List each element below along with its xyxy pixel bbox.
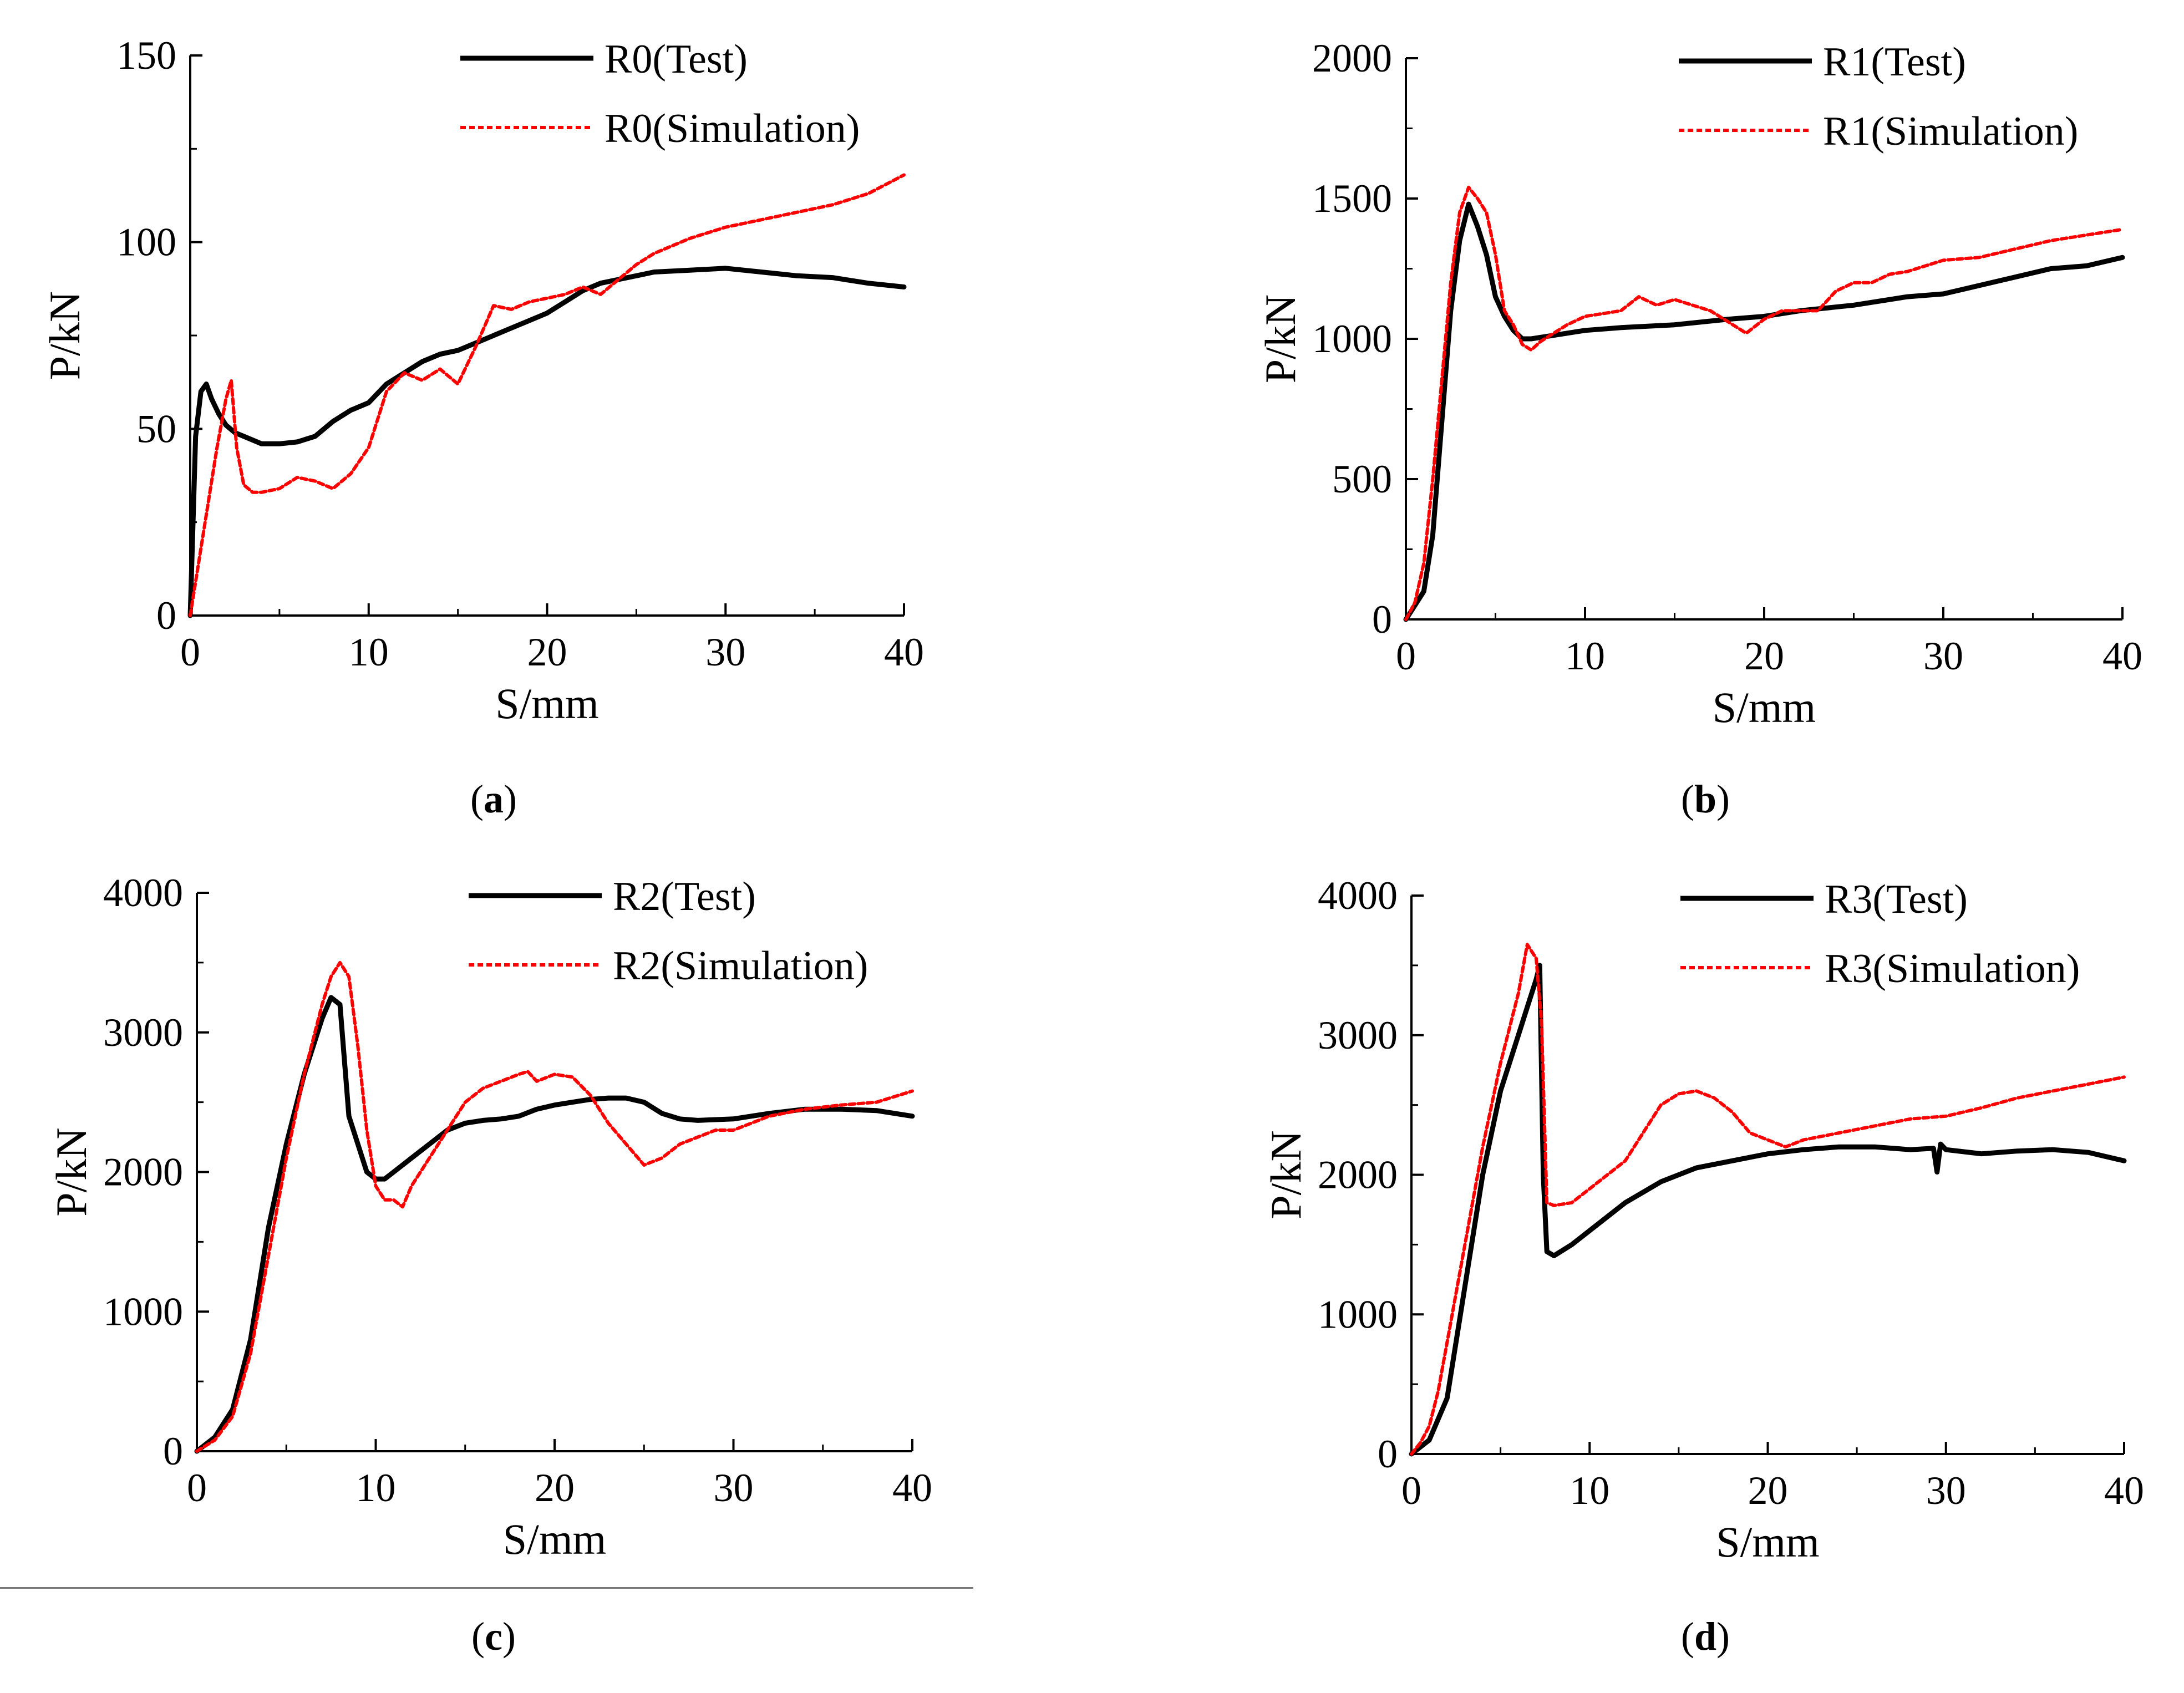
test-series-line	[187, 266, 907, 618]
y-tick-label: 1000	[1318, 1292, 1398, 1336]
x-axis-label: S/mm	[1716, 1518, 1819, 1566]
chart-0: 0 10 20 30 40 0 50 100 150 S/mm P/kN R0(Test) R0(Sim…	[40, 33, 924, 728]
legend-label: R1(Simulation)	[1823, 109, 2078, 154]
simulation-series-line	[1410, 943, 2126, 1456]
legend-label: R2(Simulation)	[613, 943, 868, 989]
x-tick-label: 0	[1396, 634, 1416, 678]
y-axis-label: P/kN	[40, 291, 89, 380]
y-tick-label: 2000	[103, 1150, 183, 1194]
caption-a: (a)	[470, 777, 517, 821]
caption-c: (c)	[471, 1614, 516, 1659]
y-tick-label: 500	[1332, 457, 1392, 501]
y-tick-label: 0	[1372, 597, 1392, 642]
y-tick-label: 1000	[103, 1289, 183, 1334]
legend-label: R0(Test)	[605, 37, 748, 82]
y-tick-label: 0	[156, 593, 176, 638]
x-tick-label: 20	[1748, 1468, 1788, 1513]
x-tick-label: 10	[1565, 634, 1605, 678]
legend-label: R0(Simulation)	[605, 106, 860, 151]
x-tick-label: 30	[714, 1466, 754, 1510]
y-tick-label: 2000	[1318, 1153, 1398, 1197]
x-tick-label: 0	[180, 630, 200, 674]
x-tick-label: 20	[527, 630, 567, 674]
y-tick-label: 100	[116, 220, 176, 265]
y-axis-label: P/kN	[47, 1127, 95, 1216]
y-axis-label: P/kN	[1262, 1130, 1310, 1219]
x-tick-label: 0	[1401, 1468, 1421, 1513]
y-tick-label: 4000	[103, 871, 183, 915]
y-tick-label: 2000	[1312, 36, 1392, 80]
x-tick-label: 10	[349, 630, 389, 674]
caption-b: (b)	[1680, 777, 1730, 821]
y-tick-label: 1000	[1312, 317, 1392, 361]
x-tick-label: 30	[705, 630, 745, 674]
x-tick-label: 10	[1570, 1468, 1609, 1513]
x-axis-label: S/mm	[495, 679, 598, 728]
legend-label: R3(Simulation)	[1825, 946, 2080, 992]
x-tick-label: 40	[892, 1466, 932, 1510]
test-series-line	[1403, 201, 2125, 622]
y-axis-label: P/kN	[1256, 294, 1304, 383]
x-tick-label: 20	[1744, 634, 1784, 678]
legend-label: R1(Test)	[1823, 39, 1966, 85]
x-tick-label: 40	[884, 630, 924, 674]
y-tick-label: 50	[136, 406, 176, 451]
legend-label: R2(Test)	[613, 874, 756, 919]
x-axis-label: S/mm	[1713, 683, 1816, 731]
y-tick-label: 150	[116, 33, 176, 78]
chart-3: 0 10 20 30 40 0 1000 2000 3000 4000 S/mm P/kN R3(Tes…	[1262, 873, 2144, 1566]
x-tick-label: 40	[2104, 1468, 2144, 1513]
chart-2: 0 10 20 30 40 0 1000 2000 3000 4000 S/mm P/kN R2(Tes…	[47, 871, 932, 1563]
x-axis-label: S/mm	[503, 1515, 606, 1563]
y-tick-label: 1500	[1312, 176, 1392, 221]
y-tick-label: 4000	[1318, 873, 1398, 918]
x-tick-label: 10	[356, 1466, 396, 1510]
test-series-line	[1409, 963, 2127, 1457]
simulation-series-line	[1404, 185, 2124, 621]
simulation-series-line	[195, 960, 914, 1453]
chart-1: 0 10 20 30 40 0 500 1000 1500 2000 S/mm P/kN R1(Test…	[1256, 36, 2142, 731]
y-tick-label: 0	[1378, 1432, 1398, 1476]
legend-label: R3(Test)	[1825, 877, 1968, 922]
y-tick-label: 3000	[103, 1010, 183, 1055]
x-tick-label: 40	[2102, 634, 2142, 678]
separator-line	[0, 1587, 973, 1589]
y-tick-label: 3000	[1318, 1013, 1398, 1058]
caption-d: (d)	[1680, 1614, 1730, 1659]
test-series-line	[194, 995, 915, 1454]
y-tick-label: 0	[163, 1429, 183, 1473]
simulation-series-line	[189, 173, 906, 617]
x-tick-label: 0	[187, 1466, 207, 1510]
x-tick-label: 30	[1926, 1468, 1966, 1513]
x-tick-label: 20	[535, 1466, 575, 1510]
x-tick-label: 30	[1923, 634, 1963, 678]
